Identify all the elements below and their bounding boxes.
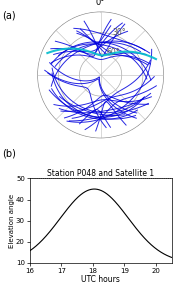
Text: (a): (a) (2, 10, 15, 20)
X-axis label: UTC hours: UTC hours (81, 275, 120, 284)
Text: 0°: 0° (96, 0, 105, 7)
Text: 60°: 60° (107, 48, 120, 57)
Y-axis label: Elevation angle: Elevation angle (9, 194, 15, 248)
Text: 30°: 30° (112, 28, 125, 37)
Text: (b): (b) (2, 149, 16, 159)
Title: Station P048 and Satellite 1: Station P048 and Satellite 1 (47, 169, 154, 178)
